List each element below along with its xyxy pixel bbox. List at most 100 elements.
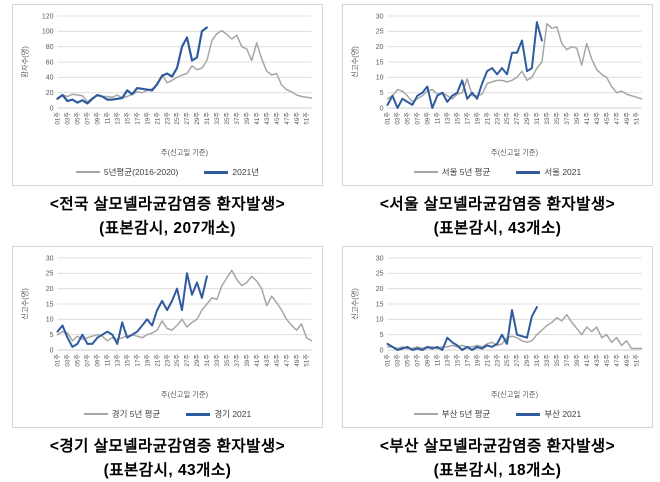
svg-text:주(신고일 기준): 주(신고일 기준)	[161, 390, 208, 399]
svg-text:31주: 31주	[204, 112, 211, 125]
panel-gyeonggi: 0 5 10 15 20 25 30 신고수(명) 01주 03주 05주 07주 09주 11주 13주 1…	[0, 242, 330, 482]
svg-text:41주: 41주	[584, 354, 591, 367]
svg-text:10: 10	[376, 75, 384, 82]
svg-text:05주: 05주	[405, 354, 412, 367]
caption-title: <경기 살모넬라균감염증 환자발생>	[49, 438, 286, 455]
svg-text:13주: 13주	[445, 112, 452, 125]
svg-text:01주: 01주	[55, 354, 62, 367]
svg-text:51주: 51주	[634, 354, 641, 367]
svg-text:43주: 43주	[594, 112, 601, 125]
svg-text:49주: 49주	[624, 354, 631, 367]
legend-item-average: 5년평균(2016-2020)	[75, 166, 178, 178]
svg-text:17주: 17주	[134, 112, 141, 125]
svg-text:60: 60	[46, 59, 54, 66]
legend-gyeonggi: 경기 5년 평균 경기 2021	[15, 403, 320, 425]
svg-text:10: 10	[376, 317, 384, 324]
legend-busan: 부산 5년 평균 부산 2021	[345, 403, 650, 425]
svg-text:41주: 41주	[254, 354, 261, 367]
svg-text:19주: 19주	[144, 354, 151, 367]
svg-text:51주: 51주	[634, 112, 641, 125]
svg-text:13주: 13주	[115, 112, 122, 125]
svg-text:09주: 09주	[425, 112, 432, 125]
svg-text:17주: 17주	[464, 354, 471, 367]
svg-text:43주: 43주	[264, 354, 271, 367]
legend-label: 경기 2021	[214, 409, 252, 419]
svg-text:41주: 41주	[584, 112, 591, 125]
svg-text:27주: 27주	[514, 112, 521, 125]
svg-text:47주: 47주	[284, 354, 291, 367]
legend-label: 서울 2021	[544, 167, 582, 177]
svg-text:5: 5	[50, 332, 54, 339]
svg-text:01주: 01주	[55, 112, 62, 125]
panel-seoul: 0 5 10 15 20 25 30 신고수(명) 01주 03주 05주 07주 09주 11주 13주 1…	[330, 0, 660, 242]
svg-text:29주: 29주	[524, 354, 531, 367]
svg-text:35주: 35주	[224, 354, 231, 367]
svg-text:25주: 25주	[504, 354, 511, 367]
svg-text:43주: 43주	[594, 354, 601, 367]
svg-text:37주: 37주	[234, 112, 241, 125]
svg-text:33주: 33주	[214, 354, 221, 367]
svg-text:29주: 29주	[194, 354, 201, 367]
svg-text:21주: 21주	[154, 354, 161, 367]
legend-item-2021: 부산 2021	[516, 408, 581, 420]
svg-text:09주: 09주	[95, 112, 102, 125]
svg-text:41주: 41주	[254, 112, 261, 125]
svg-text:11주: 11주	[435, 354, 442, 366]
blue-line-swatch-icon	[186, 412, 211, 416]
chart-national: 0 20 40 60 80 100 120 환자수(명) 01주 03주 05주 07주 09주 11주 1…	[12, 4, 323, 186]
svg-text:27주: 27주	[514, 354, 521, 367]
svg-text:25: 25	[376, 271, 384, 278]
svg-text:11주: 11주	[105, 354, 112, 366]
svg-text:15: 15	[376, 301, 384, 308]
caption-subtitle: (표본감시, 43개소)	[433, 220, 562, 237]
svg-text:25: 25	[46, 271, 54, 278]
svg-text:13주: 13주	[445, 354, 452, 367]
svg-text:15주: 15주	[454, 112, 461, 125]
svg-text:0: 0	[50, 347, 54, 354]
svg-text:05주: 05주	[75, 354, 82, 367]
svg-text:21주: 21주	[484, 354, 491, 367]
svg-text:39주: 39주	[244, 112, 251, 125]
svg-text:30: 30	[376, 13, 384, 20]
svg-text:15주: 15주	[124, 354, 131, 367]
svg-text:45주: 45주	[274, 112, 281, 125]
svg-text:23주: 23주	[164, 354, 171, 367]
chart-seoul: 0 5 10 15 20 25 30 신고수(명) 01주 03주 05주 07주 09주 11주 13주 1…	[342, 4, 653, 186]
svg-text:33주: 33주	[544, 354, 551, 367]
svg-text:환자수(명): 환자수(명)	[21, 46, 30, 78]
chart-gyeonggi: 0 5 10 15 20 25 30 신고수(명) 01주 03주 05주 07주 09주 11주 13주 1…	[12, 246, 323, 428]
svg-text:주(신고일 기준): 주(신고일 기준)	[491, 148, 538, 157]
svg-text:0: 0	[380, 105, 384, 112]
svg-text:20: 20	[376, 286, 384, 293]
svg-text:09주: 09주	[95, 354, 102, 367]
svg-text:11주: 11주	[435, 112, 442, 124]
svg-text:07주: 07주	[85, 112, 92, 125]
legend-item-average: 부산 5년 평균	[413, 408, 491, 420]
svg-text:21주: 21주	[484, 112, 491, 125]
caption-title: <부산 살모넬라균감염증 환자발생>	[379, 438, 616, 455]
gray-line-swatch-icon	[75, 171, 100, 173]
svg-text:0: 0	[50, 105, 54, 112]
caption-subtitle: (표본감시, 43개소)	[103, 462, 232, 479]
legend-label: 부산 5년 평균	[441, 409, 491, 419]
legend-item-2021: 2021년	[204, 166, 259, 178]
svg-text:19주: 19주	[474, 112, 481, 125]
gray-line-swatch-icon	[413, 171, 438, 173]
svg-text:17주: 17주	[464, 112, 471, 125]
svg-text:07주: 07주	[415, 112, 422, 125]
svg-text:47주: 47주	[614, 112, 621, 125]
svg-text:15주: 15주	[124, 112, 131, 125]
blue-line-swatch-icon	[516, 170, 541, 174]
caption-gyeonggi: <경기 살모넬라균감염증 환자발생> (표본감시, 43개소)	[12, 435, 323, 482]
svg-text:23주: 23주	[494, 112, 501, 125]
svg-text:25: 25	[376, 29, 384, 36]
panel-national: 0 20 40 60 80 100 120 환자수(명) 01주 03주 05주 07주 09주 11주 1…	[0, 0, 330, 242]
legend-label: 서울 5년 평균	[441, 167, 491, 177]
svg-text:20: 20	[376, 44, 384, 51]
caption-seoul: <서울 살모넬라균감염증 환자발생> (표본감시, 43개소)	[342, 193, 653, 241]
